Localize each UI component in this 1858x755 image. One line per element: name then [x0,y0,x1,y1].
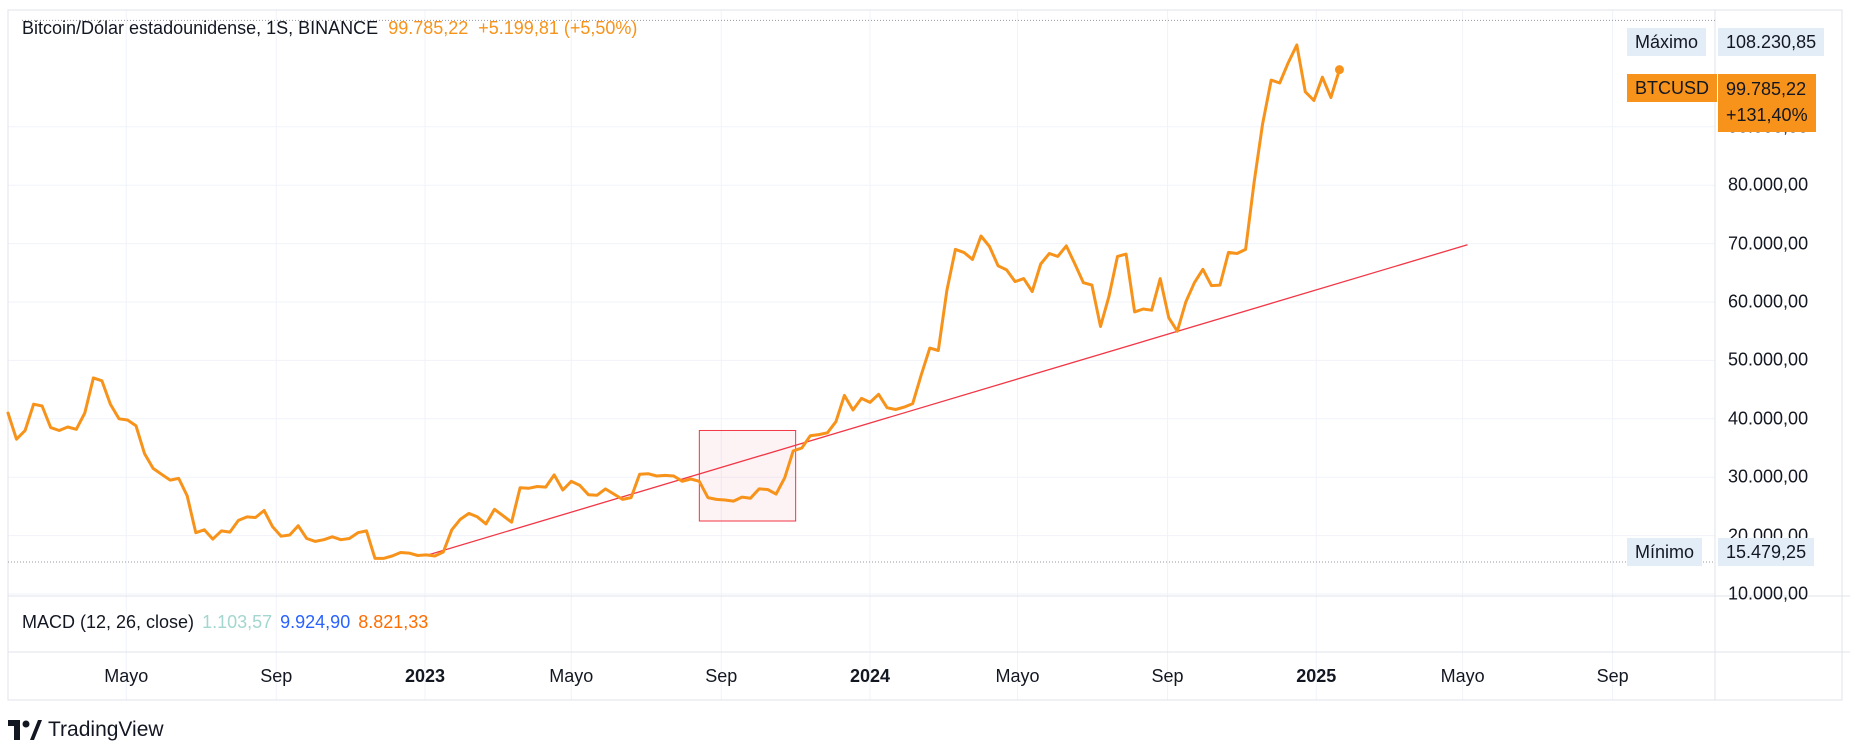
chart-legend-header: Bitcoin/Dólar estadounidense, 1S, BINANC… [22,18,637,39]
y-tick-label: 70.000,00 [1728,233,1809,254]
last-price-marker [1334,65,1344,75]
grid [8,10,1715,700]
y-tick-label: 50.000,00 [1728,349,1809,370]
x-tick-label: Mayo [104,666,149,686]
panel-borders [7,9,1850,701]
x-tick-label: 2023 [404,666,446,686]
tradingview-logo-icon [8,720,42,740]
x-tick-label: Mayo [1440,666,1485,686]
x-tick-label: Sep [705,666,738,686]
last-price-value: 99.785,22 [1726,79,1807,99]
last-price-legend: 99.785,22 [388,18,469,38]
symbol-tag: BTCUSD [1627,74,1718,102]
tradingview-brand-name: TradingView [48,718,164,741]
highlight-rectangle [698,429,797,522]
series [6,43,1344,560]
macd-signal-value: 8.821,33 [358,612,429,632]
macd-line-value: 9.924,90 [280,612,351,632]
x-tick-label: 2025 [1296,666,1337,686]
x-tick-label: 2024 [850,666,891,686]
max-value-tag: 108.230,85 [1718,28,1825,56]
macd-label: MACD (12, 26, close) [22,612,195,632]
min-value-tag: 15.479,25 [1718,538,1815,566]
x-tick-label: Sep [260,666,293,686]
price-change-legend: +5.199,81 (+5,50%) [478,18,638,38]
x-tick-label: Mayo [549,666,594,686]
price-series-line [6,43,1341,560]
overlays [8,19,1715,563]
last-price-tag: 99.785,22 +131,40% [1718,74,1816,132]
y-tick-label: 30.000,00 [1728,466,1809,487]
chart-frame [7,9,1843,701]
y-tick-label: 80.000,00 [1728,174,1809,195]
x-tick-label: Sep [1596,666,1629,686]
x-tick-label: Mayo [995,666,1040,686]
macd-histogram-value: 1.103,57 [202,612,273,632]
trend-line [426,244,1468,557]
min-label-tag: Mínimo [1627,538,1703,566]
symbol-title: Bitcoin/Dólar estadounidense, 1S, BINANC… [22,18,379,38]
y-tick-label: 60.000,00 [1728,291,1809,312]
macd-legend: MACD (12, 26, close) 1.103,57 9.924,90 8.82… [22,612,428,633]
max-label-tag: Máximo [1627,28,1707,56]
x-tick-label: Sep [1151,666,1184,686]
last-change-value: +131,40% [1726,105,1808,125]
y-tick-label: 10.000,00 [1728,583,1809,604]
y-tick-label: 40.000,00 [1728,408,1809,429]
tradingview-logo[interactable]: TradingView [8,718,164,742]
